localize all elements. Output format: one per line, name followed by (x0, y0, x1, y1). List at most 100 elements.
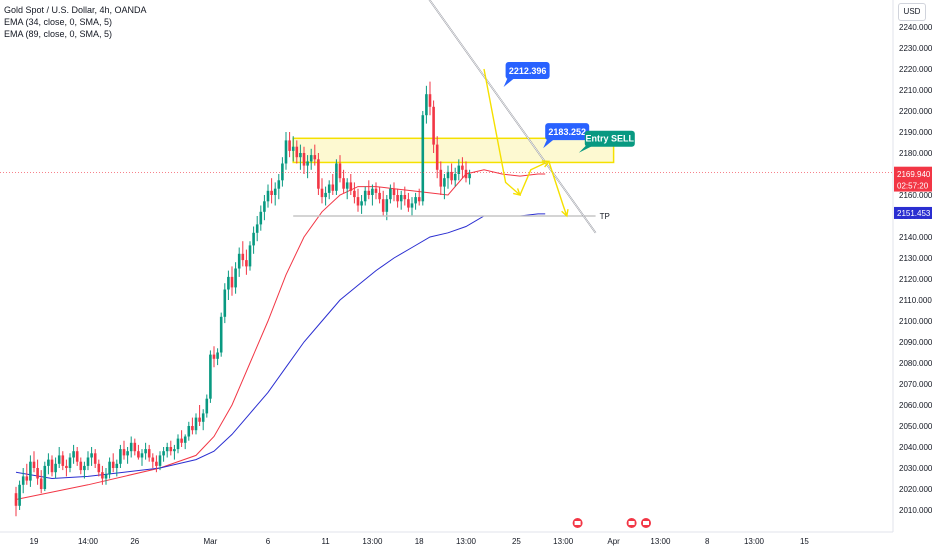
candle-body-down (65, 465, 68, 468)
candle-body-up (86, 457, 90, 466)
candle-body-up (281, 163, 284, 181)
candle-body-up (468, 174, 471, 179)
candle-body-down (450, 171, 453, 181)
candle-body-up (18, 484, 21, 506)
candle-body-up (335, 163, 338, 191)
y-tick-label: 2220.000 (899, 65, 932, 74)
candle-body-up (47, 459, 50, 466)
trendline (429, 0, 596, 234)
candle-body-up (54, 463, 57, 473)
candle-body-down (230, 276, 234, 288)
candle-body-down (32, 461, 36, 468)
resistance-zone (292, 137, 615, 164)
candle-body-up (385, 199, 389, 212)
candle-body-up (223, 289, 227, 317)
projection-arrow (548, 161, 568, 217)
candle-body-up (108, 461, 111, 475)
candle-body-down (39, 478, 43, 489)
candle-body-up (252, 232, 255, 246)
x-tick-label: 25 (512, 537, 521, 546)
candle-body-up (104, 474, 108, 479)
y-tick-label: 2010.000 (899, 506, 932, 515)
y-tick-label: 2090.000 (899, 338, 932, 347)
entry-label-box (584, 130, 635, 147)
candle-body-up (83, 465, 86, 471)
price-callout-pointer (543, 139, 555, 149)
candle-body-down (270, 190, 273, 195)
flag-icon (628, 521, 635, 525)
candle-body-up (345, 182, 349, 189)
symbol-title: Gold Spot / U.S. Dollar, 4h, OANDA (4, 5, 147, 15)
y-tick-label: 2020.000 (899, 485, 932, 494)
candle-body-up (363, 190, 367, 202)
price-callout-label: 2183.252 (548, 127, 586, 137)
candle-body-down (147, 449, 151, 458)
candle-body-up (360, 201, 363, 206)
candle-body-up (324, 192, 327, 198)
candle-body-down (317, 159, 320, 189)
candle-body-up (129, 442, 133, 452)
candle-body-up (421, 115, 425, 202)
candle-body-down (180, 438, 183, 443)
y-tick-label: 2060.000 (899, 401, 932, 410)
candle-body-up (72, 451, 75, 458)
candle-body-down (155, 461, 158, 466)
candle-body-up (277, 180, 281, 189)
candle-body-down (245, 260, 248, 267)
candle-body-down (353, 190, 356, 198)
candle-body-up (115, 463, 119, 468)
candle-body-up (144, 449, 147, 454)
flag-icon (574, 521, 581, 525)
x-tick-label: 13:00 (362, 537, 383, 546)
candle-body-up (216, 352, 219, 359)
x-tick-label: Apr (607, 537, 620, 546)
candle-body-up (194, 417, 198, 431)
currency-button[interactable]: USD (898, 3, 926, 21)
candle-body-down (93, 453, 97, 464)
x-tick-label: 15 (800, 537, 809, 546)
candle-body-up (219, 316, 223, 353)
candle-body-up (234, 268, 237, 288)
y-tick-label: 2070.000 (899, 380, 932, 389)
x-tick-label: 8 (705, 537, 710, 546)
entry-label-pointer (578, 144, 595, 153)
candle-body-up (57, 455, 61, 464)
y-tick-label: 2200.000 (899, 107, 932, 116)
candle-body-down (356, 197, 360, 206)
candle-body-up (227, 276, 230, 290)
candle-body-up (371, 188, 374, 195)
candle-body-up (309, 155, 313, 162)
candle-body-down (428, 94, 432, 107)
flag-icon (643, 521, 649, 525)
x-tick-label: 26 (130, 537, 139, 546)
chart-legend: Gold Spot / U.S. Dollar, 4h, OANDA EMA (… (4, 4, 147, 40)
candle-body-down (79, 461, 83, 471)
x-tick-label: 11 (321, 537, 330, 546)
y-tick-label: 2130.000 (899, 254, 932, 263)
price-tag-label: 02:57:20 (897, 182, 929, 191)
y-tick-label: 2110.000 (899, 296, 932, 305)
y-tick-label: 2140.000 (899, 233, 932, 242)
x-tick-label: 14:00 (78, 537, 99, 546)
candle-body-down (61, 455, 65, 466)
candle-body-up (255, 224, 259, 233)
candle-body-down (432, 106, 435, 145)
candle-body-down (169, 447, 173, 452)
candle-body-up (176, 438, 180, 450)
candle-body-down (241, 253, 245, 261)
candle-body-down (151, 457, 155, 462)
ema34-line (15, 169, 546, 500)
x-tick-label: 13:00 (456, 537, 477, 546)
candle-body-up (183, 436, 187, 443)
ema34-legend: EMA (34, close, 0, SMA, 5) (4, 17, 113, 27)
candle-body-up (259, 211, 263, 225)
candle-body-down (313, 155, 317, 160)
candle-body-up (90, 453, 93, 458)
candle-body-down (101, 472, 104, 479)
ema89-legend: EMA (89, close, 0, SMA, 5) (4, 29, 113, 39)
candle-body-down (403, 195, 407, 200)
x-tick-label: 19 (30, 537, 39, 546)
candle-body-up (158, 455, 162, 466)
candle-body-up (389, 188, 392, 200)
